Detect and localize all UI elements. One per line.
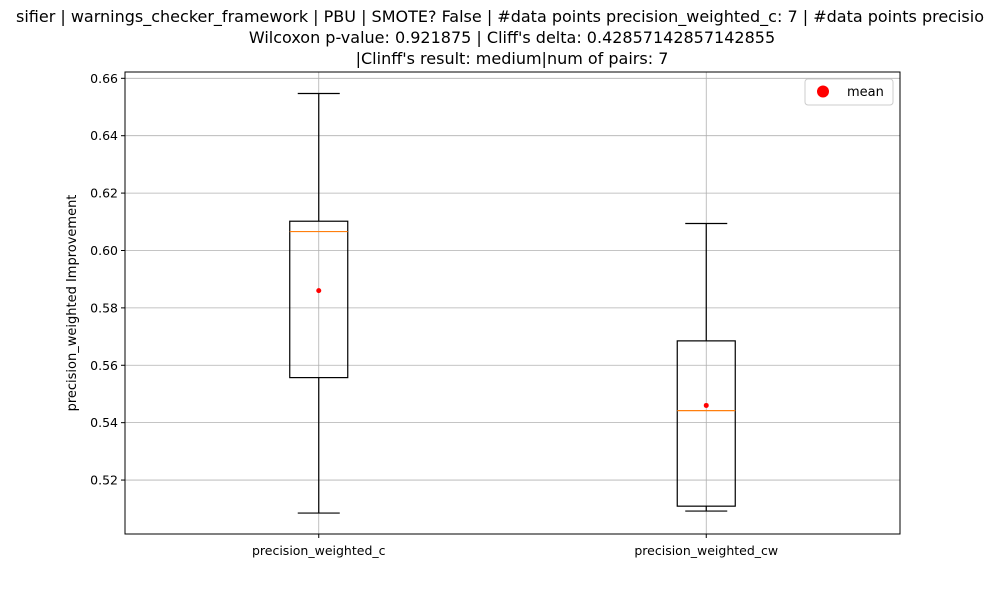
chart-title: sifier | warnings_checker_framework | PB… [16,7,984,68]
box-plots [289,92,736,514]
y-tick-label: 0.58 [90,300,118,315]
iqr-box [676,340,736,507]
title-line-1: sifier | warnings_checker_framework | PB… [16,7,984,27]
legend-frame [804,78,894,106]
box-precision_weighted_c [289,92,349,514]
x-tick-label: precision_weighted_c [252,543,386,558]
x-tick-label: precision_weighted_cw [634,543,778,558]
legend-label-mean: mean [847,85,884,100]
y-axis-label: precision_weighted Improvement [65,195,80,412]
y-tick-label: 0.56 [90,358,118,373]
mean-marker [703,402,709,408]
legend: mean [804,78,894,106]
title-line-2: Wilcoxon p-value: 0.921875 | Cliff's del… [249,28,775,47]
y-tick-label: 0.54 [90,415,118,430]
x-axis-ticks: precision_weighted_c precision_weighted_c… [252,534,778,558]
y-axis-ticks: 0.52 0.54 0.56 0.58 0.60 0.62 0.64 0.66 [90,71,125,488]
title-line-3: |Clinff's result: medium|num of pairs: 7 [356,49,669,68]
y-tick-label: 0.52 [90,473,118,488]
box-precision_weighted_cw [676,222,736,512]
legend-marker-mean [817,85,829,98]
y-tick-label: 0.60 [90,243,118,258]
y-tick-label: 0.66 [90,71,118,86]
iqr-box [289,220,349,379]
mean-marker [316,288,322,294]
plot-frame [124,71,901,535]
y-tick-label: 0.64 [90,128,118,143]
y-tick-label: 0.62 [90,186,118,201]
